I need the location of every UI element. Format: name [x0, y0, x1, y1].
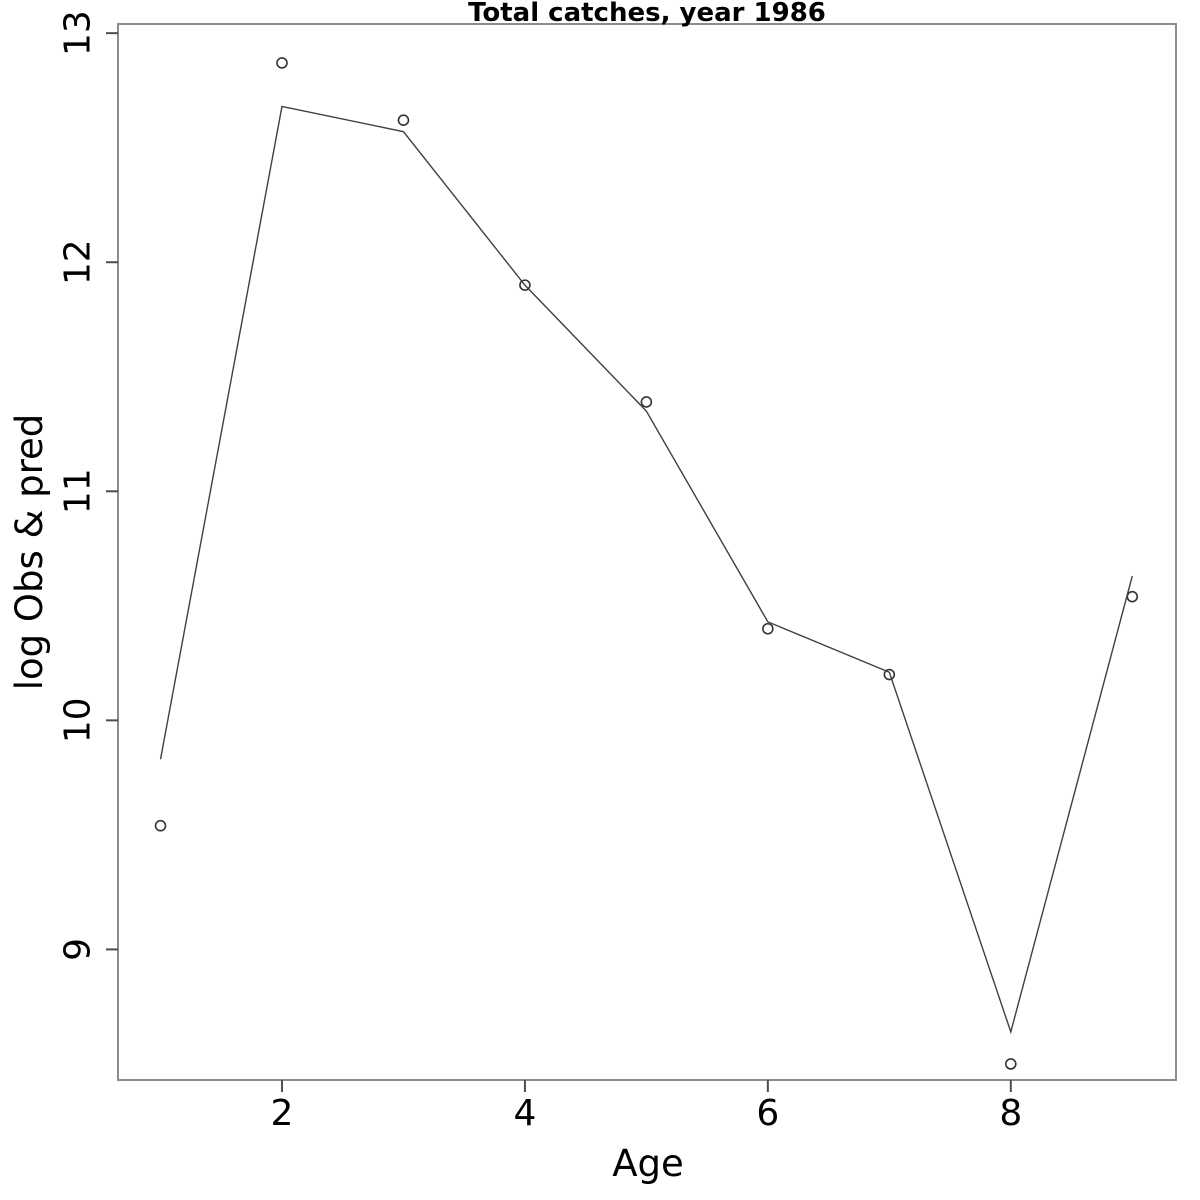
observed-point: [154, 819, 167, 832]
observed-point: [1126, 590, 1139, 603]
observed-point: [397, 114, 410, 127]
y-tick-label: 10: [58, 697, 99, 743]
x-tick-label: 6: [756, 1093, 779, 1134]
y-tick-label: 12: [58, 239, 99, 285]
x-axis-title: Age: [612, 1142, 684, 1185]
data-series-layer: [154, 57, 1139, 1070]
x-tick-label: 8: [999, 1093, 1022, 1134]
y-axis-ticks: 9 10 11 12 13: [58, 10, 118, 961]
x-axis-ticks: 2 4 6 8: [271, 1080, 1022, 1134]
observed-point: [276, 57, 288, 69]
y-tick-label: 11: [58, 468, 99, 514]
chart-title: Total catches, year 1986: [468, 0, 826, 28]
observed-point: [1005, 1058, 1017, 1070]
plot-area-border: [117, 23, 1177, 1081]
x-tick-label: 2: [271, 1093, 294, 1134]
observed-point: [519, 279, 531, 291]
y-axis-title: log Obs & pred: [8, 414, 51, 691]
observed-point: [640, 396, 653, 408]
y-tick-label: 13: [58, 10, 99, 56]
observed-point: [883, 668, 896, 681]
y-tick-label: 9: [58, 938, 99, 961]
predicted-line: [159, 105, 1133, 1035]
observed-point: [762, 622, 774, 635]
x-tick-label: 4: [513, 1093, 536, 1134]
